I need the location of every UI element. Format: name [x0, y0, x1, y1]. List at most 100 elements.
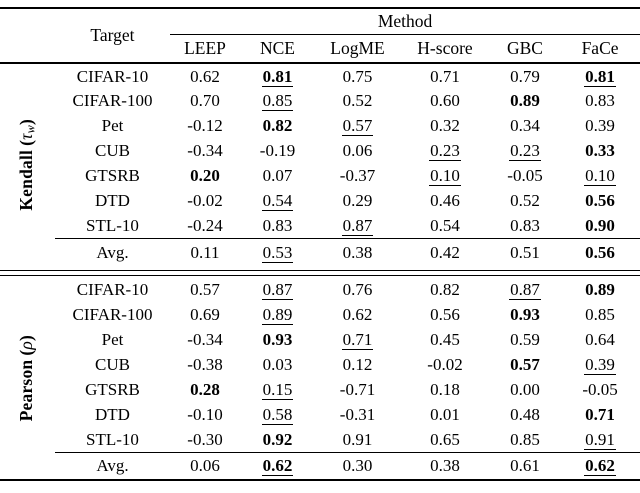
- value-cell: -0.30: [170, 427, 240, 452]
- value-cell: 0.90: [560, 213, 640, 238]
- value-text: 0.01: [430, 405, 460, 424]
- paren-open: (: [16, 140, 37, 147]
- value-text: 0.57: [190, 280, 220, 299]
- value-text: 0.53: [261, 242, 294, 263]
- value-cell: -0.05: [490, 163, 560, 188]
- metric-subscript: w: [23, 125, 38, 134]
- value-cell: 0.57: [315, 113, 400, 138]
- value-text: 0.57: [510, 355, 540, 374]
- value-cell: -0.02: [170, 188, 240, 213]
- value-text: 0.30: [342, 456, 373, 476]
- table-row: Pearson (ρ) CIFAR-10 0.57 0.87 0.76 0.82 0.87 0.…: [0, 277, 640, 421]
- value-text: 0.64: [585, 330, 615, 349]
- value-cell: 0.32: [400, 113, 490, 138]
- value-cell: 0.61: [490, 451, 560, 480]
- value-text: 0.38: [342, 242, 373, 262]
- value-text: 0.89: [585, 280, 615, 299]
- value-cell: 0.38: [315, 237, 400, 266]
- corner-cell: [0, 8, 55, 64]
- metric-symbol: ρ: [16, 340, 37, 350]
- value-cell: 0.60: [400, 88, 490, 113]
- value-text: 0.12: [342, 355, 373, 374]
- section-label-cell: Pearson (ρ): [0, 277, 55, 480]
- table-row: CIFAR-100 0.70 0.85 0.52 0.60 0.89 0.83: [0, 88, 640, 113]
- value-text: -0.19: [259, 141, 296, 160]
- average-row: Avg. 0.11 0.53 0.38 0.42 0.51 0.56: [0, 237, 640, 266]
- value-text: -0.34: [187, 330, 223, 349]
- value-cell: 0.62: [315, 302, 400, 327]
- value-text: 0.34: [510, 116, 540, 135]
- value-cell: -0.31: [315, 402, 400, 427]
- value-cell: 0.89: [560, 277, 640, 302]
- value-cell: -0.24: [170, 213, 240, 238]
- value-cell: 0.87: [240, 277, 315, 302]
- value-cell: 0.82: [240, 113, 315, 138]
- value-cell: -0.02: [400, 352, 490, 377]
- section-divider-cell: [0, 266, 640, 277]
- value-cell: 0.03: [240, 352, 315, 377]
- value-text: 0.59: [510, 330, 540, 349]
- value-text: -0.34: [187, 141, 223, 160]
- value-text: -0.05: [507, 166, 543, 185]
- paren-open: (: [16, 349, 37, 356]
- value-text: 0.62: [584, 456, 616, 477]
- value-cell: 0.83: [240, 213, 315, 238]
- value-text: 0.76: [342, 280, 373, 299]
- value-text: 0.06: [342, 141, 373, 160]
- value-text: 0.39: [584, 355, 616, 375]
- target-header: Target: [55, 8, 170, 64]
- average-row: Avg. 0.06 0.62 0.30 0.38 0.61 0.62: [0, 451, 640, 480]
- column-header-face: FaCe: [560, 34, 640, 64]
- value-text: 0.82: [262, 116, 293, 135]
- value-text: 0.52: [342, 91, 373, 110]
- value-cell: 0.58: [240, 402, 315, 427]
- target-cell: GTSRB: [85, 380, 140, 399]
- value-cell: 0.45: [400, 327, 490, 352]
- table-row: GTSRB 0.20 0.07 -0.37 0.10 -0.05 0.10: [0, 163, 640, 188]
- value-cell: 0.82: [400, 277, 490, 302]
- value-cell: 0.83: [490, 213, 560, 238]
- value-text: 0.48: [510, 405, 540, 424]
- value-cell: 0.59: [490, 327, 560, 352]
- double-rule: [0, 269, 640, 276]
- table-row: DTD -0.10 0.58 -0.31 0.01 0.48 0.71: [0, 402, 640, 427]
- value-text: 0.33: [585, 141, 615, 160]
- value-text: 0.87: [261, 280, 294, 300]
- value-text: 0.75: [342, 66, 373, 86]
- target-cell: Pet: [101, 330, 124, 349]
- value-cell: 0.39: [560, 352, 640, 377]
- value-cell: 0.91: [315, 427, 400, 452]
- value-cell: 0.71: [400, 63, 490, 88]
- column-header-nce: NCE: [240, 34, 315, 64]
- column-header-gbc: GBC: [490, 34, 560, 64]
- value-cell: 0.75: [315, 63, 400, 88]
- paren-close: ): [16, 119, 37, 126]
- value-cell: 0.52: [490, 188, 560, 213]
- value-text: 0.07: [262, 166, 293, 185]
- value-cell: 0.93: [240, 327, 315, 352]
- value-cell: 0.69: [170, 302, 240, 327]
- value-text: 0.32: [430, 116, 460, 135]
- value-text: 0.11: [190, 242, 220, 262]
- value-cell: 0.71: [315, 327, 400, 352]
- value-text: 0.10: [429, 166, 461, 186]
- method-header: Method: [170, 8, 640, 35]
- value-cell: 0.56: [560, 188, 640, 213]
- value-cell: 0.28: [170, 377, 240, 402]
- target-cell: DTD: [95, 405, 130, 424]
- table-row: Pet -0.12 0.82 0.57 0.32 0.34 0.39: [0, 113, 640, 138]
- table-row: DTD -0.02 0.54 0.29 0.46 0.52 0.56: [0, 188, 640, 213]
- value-text: 0.54: [261, 191, 294, 211]
- value-text: 0.38: [430, 456, 460, 476]
- value-text: 0.00: [510, 380, 540, 399]
- value-cell: -0.12: [170, 113, 240, 138]
- value-text: 0.93: [510, 305, 540, 324]
- value-text: 0.45: [430, 330, 460, 349]
- paren-close: ): [16, 334, 37, 341]
- value-text: 0.03: [262, 355, 293, 374]
- value-text: -0.12: [187, 116, 223, 135]
- target-cell: GTSRB: [85, 166, 140, 185]
- value-cell: 0.81: [560, 63, 640, 88]
- target-cell: DTD: [95, 191, 130, 210]
- value-cell: 0.71: [560, 402, 640, 427]
